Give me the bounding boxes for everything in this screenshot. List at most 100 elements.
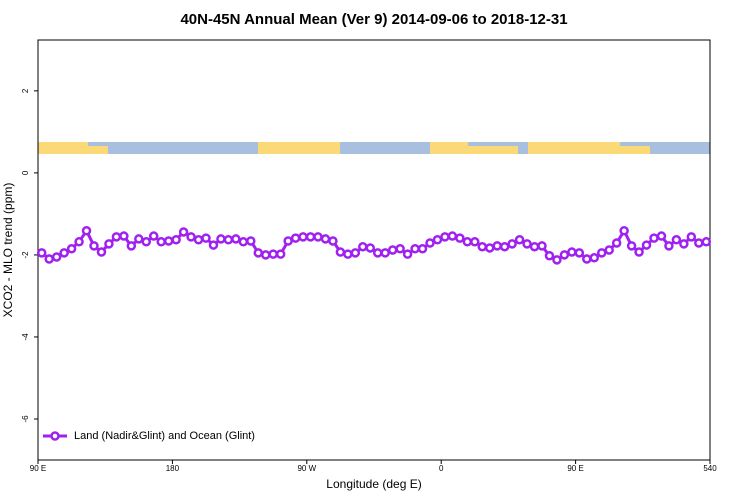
point xyxy=(74,237,84,247)
point xyxy=(507,239,517,249)
chart-title: 40N-45N Annual Mean (Ver 9) 2014-09-06 t… xyxy=(180,11,567,28)
point xyxy=(462,237,473,247)
point xyxy=(283,236,293,246)
point xyxy=(350,248,361,258)
point xyxy=(656,231,667,241)
point xyxy=(141,237,152,247)
point xyxy=(455,233,465,243)
point xyxy=(358,241,368,252)
point xyxy=(649,233,659,243)
point xyxy=(529,241,540,252)
y-tick-label: -4 xyxy=(21,333,30,341)
point xyxy=(96,247,107,257)
point xyxy=(387,245,398,255)
y-tick-label: 0 xyxy=(21,170,30,175)
point xyxy=(447,231,458,241)
y-tick-label: -6 xyxy=(21,415,30,423)
x-tick-label: 540 xyxy=(703,464,717,473)
point xyxy=(417,244,428,254)
land-ocean-strip xyxy=(38,142,710,154)
point xyxy=(231,234,241,244)
point xyxy=(193,234,204,245)
point xyxy=(664,241,674,251)
point xyxy=(208,240,219,250)
point xyxy=(298,232,308,242)
point xyxy=(582,254,592,264)
point xyxy=(589,253,600,263)
point xyxy=(544,250,555,261)
point xyxy=(604,245,614,255)
point xyxy=(380,248,390,258)
point xyxy=(51,252,62,262)
point xyxy=(701,237,712,247)
point xyxy=(537,241,547,251)
point xyxy=(484,243,495,253)
point xyxy=(402,249,413,259)
point xyxy=(552,255,562,265)
point xyxy=(275,249,286,259)
point xyxy=(372,248,383,258)
point xyxy=(686,232,697,242)
point xyxy=(320,234,331,244)
point xyxy=(440,232,450,242)
x-tick-label: 90 W xyxy=(297,464,316,473)
point xyxy=(104,239,114,249)
y-tick-label: -2 xyxy=(21,251,30,259)
legend-marker xyxy=(50,431,60,441)
point xyxy=(328,236,338,246)
point xyxy=(492,241,502,251)
point xyxy=(470,237,480,247)
point xyxy=(619,225,629,236)
point xyxy=(36,248,47,258)
point xyxy=(559,250,570,260)
point xyxy=(111,232,122,242)
y-tick-label: 2 xyxy=(21,88,30,93)
point xyxy=(171,234,181,245)
point xyxy=(499,241,510,252)
x-tick-label: 180 xyxy=(166,464,180,473)
point xyxy=(641,240,652,250)
point xyxy=(89,241,99,251)
point xyxy=(253,248,264,258)
point xyxy=(611,238,622,248)
point xyxy=(574,248,585,258)
point xyxy=(477,241,488,252)
point xyxy=(119,231,129,241)
point xyxy=(410,244,420,254)
point xyxy=(260,250,271,260)
point xyxy=(425,238,435,248)
point xyxy=(148,231,159,241)
point xyxy=(59,248,69,258)
point xyxy=(81,225,92,236)
point xyxy=(134,234,144,244)
point xyxy=(126,241,137,251)
point xyxy=(156,237,166,247)
point xyxy=(634,247,644,257)
x-axis-label: Longitude (deg E) xyxy=(326,477,421,491)
point xyxy=(223,234,234,245)
y-axis-label: XCO2 - MLO trend (ppm) xyxy=(1,183,15,318)
point xyxy=(365,243,376,253)
point xyxy=(335,247,346,257)
point xyxy=(432,234,443,245)
point xyxy=(567,247,577,257)
point xyxy=(671,234,682,245)
point xyxy=(246,236,256,246)
x-tick-label: 0 xyxy=(439,464,444,473)
point xyxy=(522,239,532,249)
point xyxy=(268,249,278,259)
point xyxy=(626,241,637,251)
point xyxy=(395,244,405,254)
legend-label: Land (Nadir&Glint) and Ocean (Glint) xyxy=(74,430,255,442)
point xyxy=(66,244,77,254)
point xyxy=(313,232,323,242)
point xyxy=(186,232,196,242)
x-tick-label: 90 E xyxy=(567,464,583,473)
point xyxy=(238,237,249,247)
point xyxy=(514,234,525,245)
point xyxy=(163,236,174,246)
point xyxy=(290,233,301,243)
point xyxy=(343,249,353,259)
point xyxy=(216,234,226,244)
